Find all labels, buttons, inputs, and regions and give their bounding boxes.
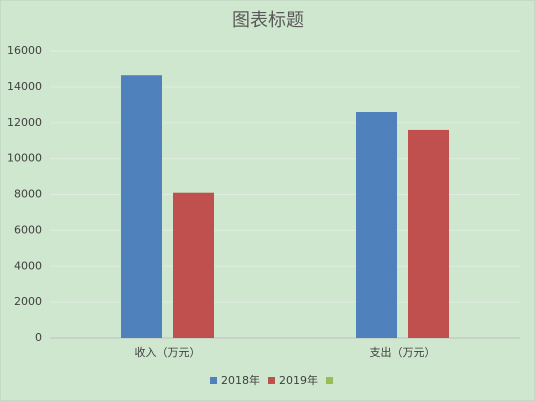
y-tick-label: 6000	[14, 223, 42, 236]
legend-swatch	[210, 377, 217, 384]
legend-label: 2018年	[221, 373, 260, 387]
y-tick-label: 16000	[7, 44, 42, 57]
bar	[173, 192, 214, 338]
chart-title: 图表标题	[232, 10, 304, 31]
x-tick-label: 支出（万元）	[370, 345, 436, 359]
bar	[121, 75, 162, 338]
y-tick-label: 8000	[14, 188, 42, 201]
legend-swatch	[268, 377, 275, 384]
y-tick-label: 0	[35, 331, 42, 344]
y-tick-label: 2000	[14, 295, 42, 308]
x-tick-label: 收入（万元）	[135, 345, 201, 359]
legend-swatch	[326, 377, 333, 384]
bar	[356, 111, 397, 338]
y-tick-label: 14000	[7, 80, 42, 93]
y-tick-label: 4000	[14, 259, 42, 272]
y-tick-label: 10000	[7, 152, 42, 165]
y-tick-label: 12000	[7, 116, 42, 129]
legend-label: 2019年	[279, 373, 318, 387]
bar	[408, 129, 449, 338]
